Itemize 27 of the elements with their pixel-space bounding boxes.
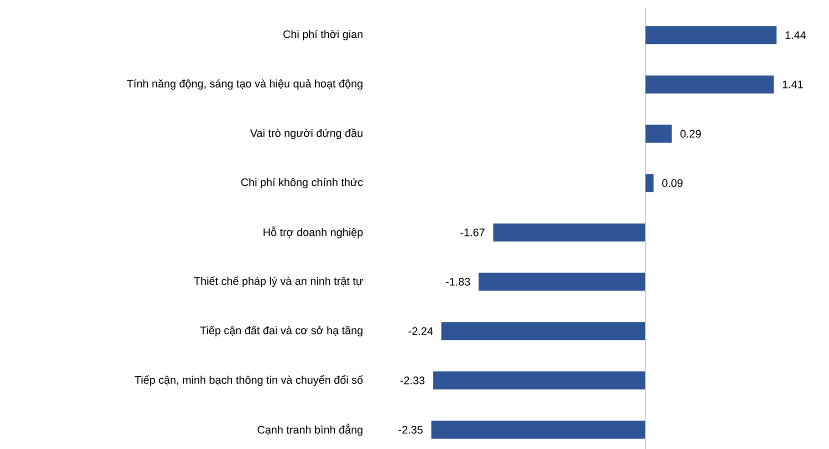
y-tick-label: Chi phí thời gian — [283, 30, 362, 40]
bar — [433, 371, 646, 390]
bar — [645, 174, 654, 192]
bar — [431, 420, 646, 439]
data-label: -2.33 — [400, 376, 424, 384]
y-tick-label: Vai trò người đứng đầu — [250, 128, 362, 140]
data-label: 0.09 — [662, 179, 683, 187]
data-label: 1.41 — [782, 80, 803, 88]
data-label: -2.35 — [398, 426, 423, 434]
y-tick-label: Thiết chế pháp lý và an ninh trật tự — [194, 276, 363, 288]
y-tick-label: Tiếp cận đất đai và cơ sở hạ tầng — [200, 326, 362, 336]
bar — [493, 223, 646, 242]
data-label: -2.24 — [408, 327, 433, 335]
y-tick-label: Tính năng động, sáng tạo và hiệu quả hoạt động — [126, 79, 362, 90]
y-tick-label: Chi phí không chính thức — [241, 178, 363, 188]
y-tick-label: Hỗ trợ doanh nghiệp — [264, 226, 363, 238]
bar — [645, 75, 774, 94]
bar — [478, 272, 646, 291]
y-tick-label: Tiếp cận, minh bạch thông tin và chuyển đổi số — [134, 374, 363, 386]
data-label: -1.67 — [460, 228, 484, 236]
data-label: 1.44 — [786, 31, 806, 39]
data-label: -1.83 — [446, 278, 470, 286]
bar — [441, 322, 646, 340]
y-tick-label: Cạnh tranh bình đẳng — [258, 424, 362, 436]
bar — [645, 26, 777, 44]
bar — [645, 124, 672, 143]
data-label: 0.29 — [680, 130, 701, 138]
